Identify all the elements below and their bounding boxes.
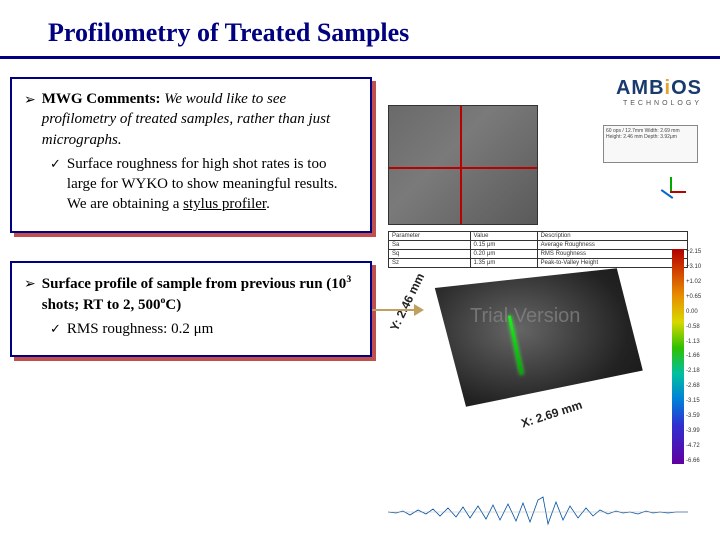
bullet-arrow-icon: ➢ bbox=[24, 276, 36, 293]
content-area: ➢ MWG Comments: We would like to see pro… bbox=[0, 77, 720, 537]
title-rule bbox=[0, 56, 720, 59]
connector-arrow-icon bbox=[372, 309, 416, 311]
check-icon: ✓ bbox=[50, 156, 61, 172]
axes-3d-icon bbox=[656, 177, 686, 207]
comment-box-2: ➢ Surface profile of sample from previou… bbox=[10, 261, 372, 358]
box2-text: Surface profile of sample from previous … bbox=[42, 273, 358, 316]
left-column: ➢ MWG Comments: We would like to see pro… bbox=[10, 77, 380, 537]
box1-sub-text: Surface roughness for high shot rates is… bbox=[67, 154, 358, 215]
surface-3d: Trial Version Y: 2.46 mm X: 2.69 mm bbox=[380, 255, 660, 455]
bullet-arrow-icon: ➢ bbox=[24, 92, 36, 109]
watermark: Trial Version bbox=[470, 305, 580, 328]
y-axis-label: Y: 2.46 mm bbox=[387, 271, 427, 333]
comment-box-1: ➢ MWG Comments: We would like to see pro… bbox=[10, 77, 372, 233]
page-title: Profilometry of Treated Samples bbox=[0, 0, 720, 56]
check-icon: ✓ bbox=[50, 321, 61, 337]
box2-sub-text: RMS roughness: 0.2 μm bbox=[67, 319, 213, 339]
box1-text: MWG Comments: We would like to see profi… bbox=[42, 89, 358, 150]
profilometry-figure: AMBiOS TECHNOLOGY 60 ops / 12.7mm Width:… bbox=[380, 77, 710, 537]
heightmap-2d bbox=[388, 105, 538, 225]
line-profile bbox=[388, 491, 688, 533]
ambios-logo: AMBiOS TECHNOLOGY bbox=[616, 77, 702, 107]
x-axis-label: X: 2.69 mm bbox=[519, 398, 584, 431]
colorbar: +2.15+3.10+1.02+0.650.00-0.58-1.13-1.66-… bbox=[670, 249, 708, 464]
right-figure: AMBiOS TECHNOLOGY 60 ops / 12.7mm Width:… bbox=[380, 77, 710, 537]
scan-info: 60 ops / 12.7mm Width: 2.69 mm Height: 2… bbox=[603, 125, 698, 163]
